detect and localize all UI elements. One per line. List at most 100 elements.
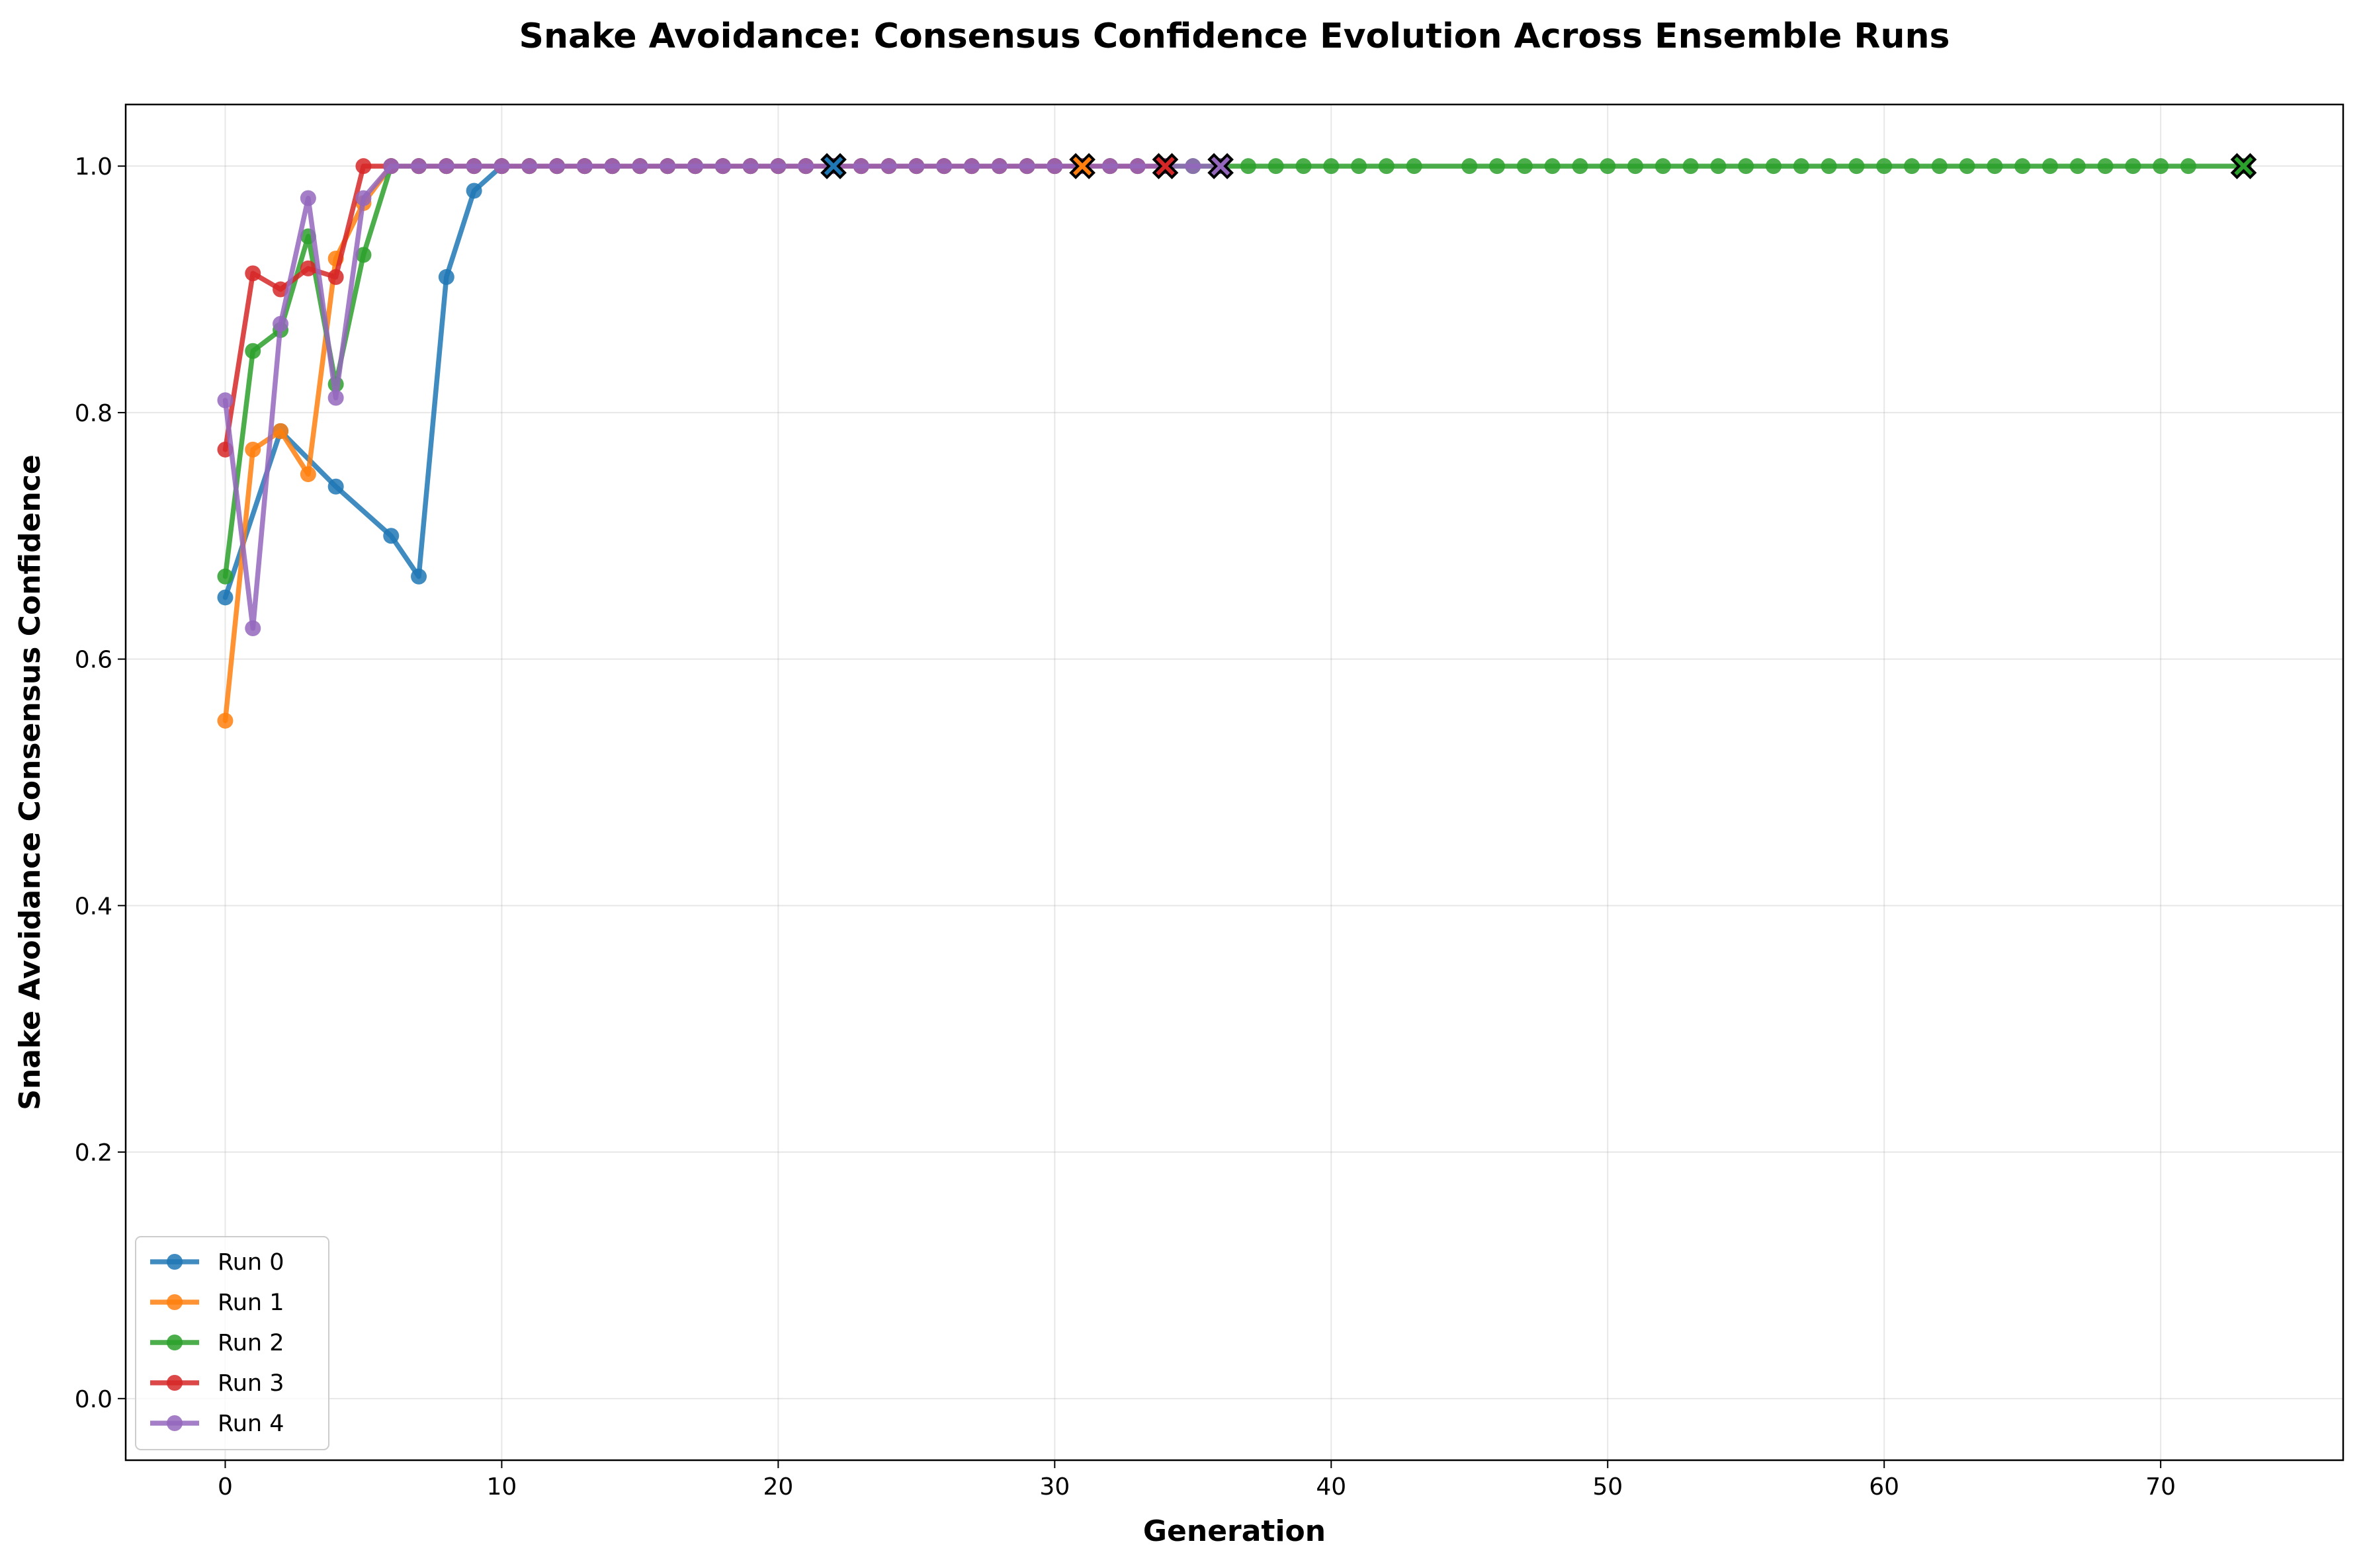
- data-point: [1848, 158, 1865, 175]
- data-point: [2014, 158, 2031, 175]
- data-point: [245, 343, 261, 359]
- data-point: [2097, 158, 2114, 175]
- data-point: [1323, 158, 1340, 175]
- data-point: [300, 466, 316, 483]
- data-point: [1987, 158, 2003, 175]
- final-markers: [820, 153, 2257, 180]
- data-point: [217, 712, 234, 729]
- data-point: [660, 158, 676, 175]
- data-point: [1931, 158, 1948, 175]
- data-point: [632, 158, 648, 175]
- data-point: [714, 158, 731, 175]
- data-point: [521, 158, 538, 175]
- x-axis-label: Generation: [1143, 1514, 1326, 1548]
- legend-label: Run 4: [218, 1411, 284, 1437]
- y-tick-label: 0.4: [75, 893, 112, 920]
- data-point: [438, 268, 454, 285]
- data-point: [1821, 158, 1837, 175]
- chart-title: Snake Avoidance: Consensus Confidence Ev…: [519, 17, 1950, 56]
- y-tick-label: 0.2: [75, 1139, 112, 1167]
- legend: Run 0 Run 1 Run 2 Run 3 Run 4: [135, 1236, 329, 1450]
- final-marker-run-4: [1207, 153, 1234, 180]
- data-point: [1710, 158, 1727, 175]
- x-tick-label: 30: [1039, 1473, 1070, 1501]
- data-point: [1793, 158, 1809, 175]
- data-point: [549, 158, 566, 175]
- legend-box: [135, 1236, 329, 1450]
- y-tick-label: 0.0: [75, 1386, 112, 1413]
- data-point: [908, 158, 925, 175]
- data-point: [355, 158, 372, 175]
- x-tick-label: 20: [763, 1473, 793, 1501]
- data-point: [245, 265, 261, 282]
- legend-marker: [167, 1335, 183, 1350]
- data-point: [1185, 158, 1201, 175]
- data-point: [1019, 158, 1035, 175]
- legend-label: Run 1: [218, 1290, 284, 1316]
- legend-label: Run 0: [218, 1249, 284, 1276]
- data-point: [383, 158, 400, 175]
- data-point: [245, 441, 261, 458]
- data-point: [1654, 158, 1671, 175]
- data-point: [1267, 158, 1284, 175]
- y-tick-label: 0.8: [75, 400, 112, 427]
- data-point: [770, 158, 787, 175]
- data-point: [1047, 158, 1063, 175]
- final-marker-run-2: [2230, 153, 2257, 180]
- data-point: [963, 158, 980, 175]
- data-point: [355, 247, 372, 263]
- legend-marker: [167, 1375, 183, 1391]
- legend-label: Run 3: [218, 1370, 284, 1397]
- data-point: [1627, 158, 1644, 175]
- legend-entry-run-0: Run 0: [150, 1249, 284, 1276]
- data-point: [1295, 158, 1312, 175]
- data-point: [1240, 158, 1256, 175]
- data-point: [273, 423, 289, 439]
- data-point: [576, 158, 593, 175]
- data-point: [217, 392, 234, 409]
- final-marker-run-3: [1152, 153, 1179, 180]
- legend-entry-run-1: Run 1: [150, 1290, 284, 1316]
- data-point: [742, 158, 759, 175]
- legend-marker: [167, 1254, 183, 1270]
- final-marker-run-0: [820, 153, 847, 180]
- data-point: [1129, 158, 1146, 175]
- data-point: [245, 620, 261, 637]
- data-point: [217, 589, 234, 606]
- data-point: [383, 528, 400, 544]
- data-point: [411, 158, 427, 175]
- data-point: [1461, 158, 1478, 175]
- legend-entry-run-4: Run 4: [150, 1411, 284, 1437]
- data-point: [494, 158, 510, 175]
- y-tick-label: 0.6: [75, 647, 112, 674]
- data-point: [853, 158, 869, 175]
- x-tick-label: 10: [487, 1473, 517, 1501]
- data-point: [2125, 158, 2141, 175]
- x-tick-label: 50: [1592, 1473, 1623, 1501]
- x-tick-label: 60: [1869, 1473, 1899, 1501]
- legend-entry-run-2: Run 2: [150, 1330, 284, 1356]
- data-point: [991, 158, 1008, 175]
- data-point: [1959, 158, 1975, 175]
- data-point: [273, 281, 289, 298]
- data-point: [327, 478, 344, 495]
- data-point: [1903, 158, 1920, 175]
- data-point: [687, 158, 703, 175]
- data-point: [300, 190, 316, 206]
- legend-marker: [167, 1294, 183, 1310]
- final-marker-run-1: [1069, 153, 1096, 180]
- data-point: [1876, 158, 1893, 175]
- data-point: [1516, 158, 1533, 175]
- data-point: [604, 158, 621, 175]
- data-point: [2153, 158, 2169, 175]
- legend-label: Run 2: [218, 1330, 284, 1356]
- y-tick-label: 1.0: [75, 153, 112, 181]
- data-point: [1406, 158, 1422, 175]
- plot-series: [217, 158, 2252, 729]
- legend-entry-run-3: Run 3: [150, 1370, 284, 1397]
- data-point: [1600, 158, 1616, 175]
- x-axis: 0 10 20 30 40 50 60 70: [218, 1460, 2176, 1501]
- data-point: [2069, 158, 2086, 175]
- plot-frame: [124, 103, 2344, 1462]
